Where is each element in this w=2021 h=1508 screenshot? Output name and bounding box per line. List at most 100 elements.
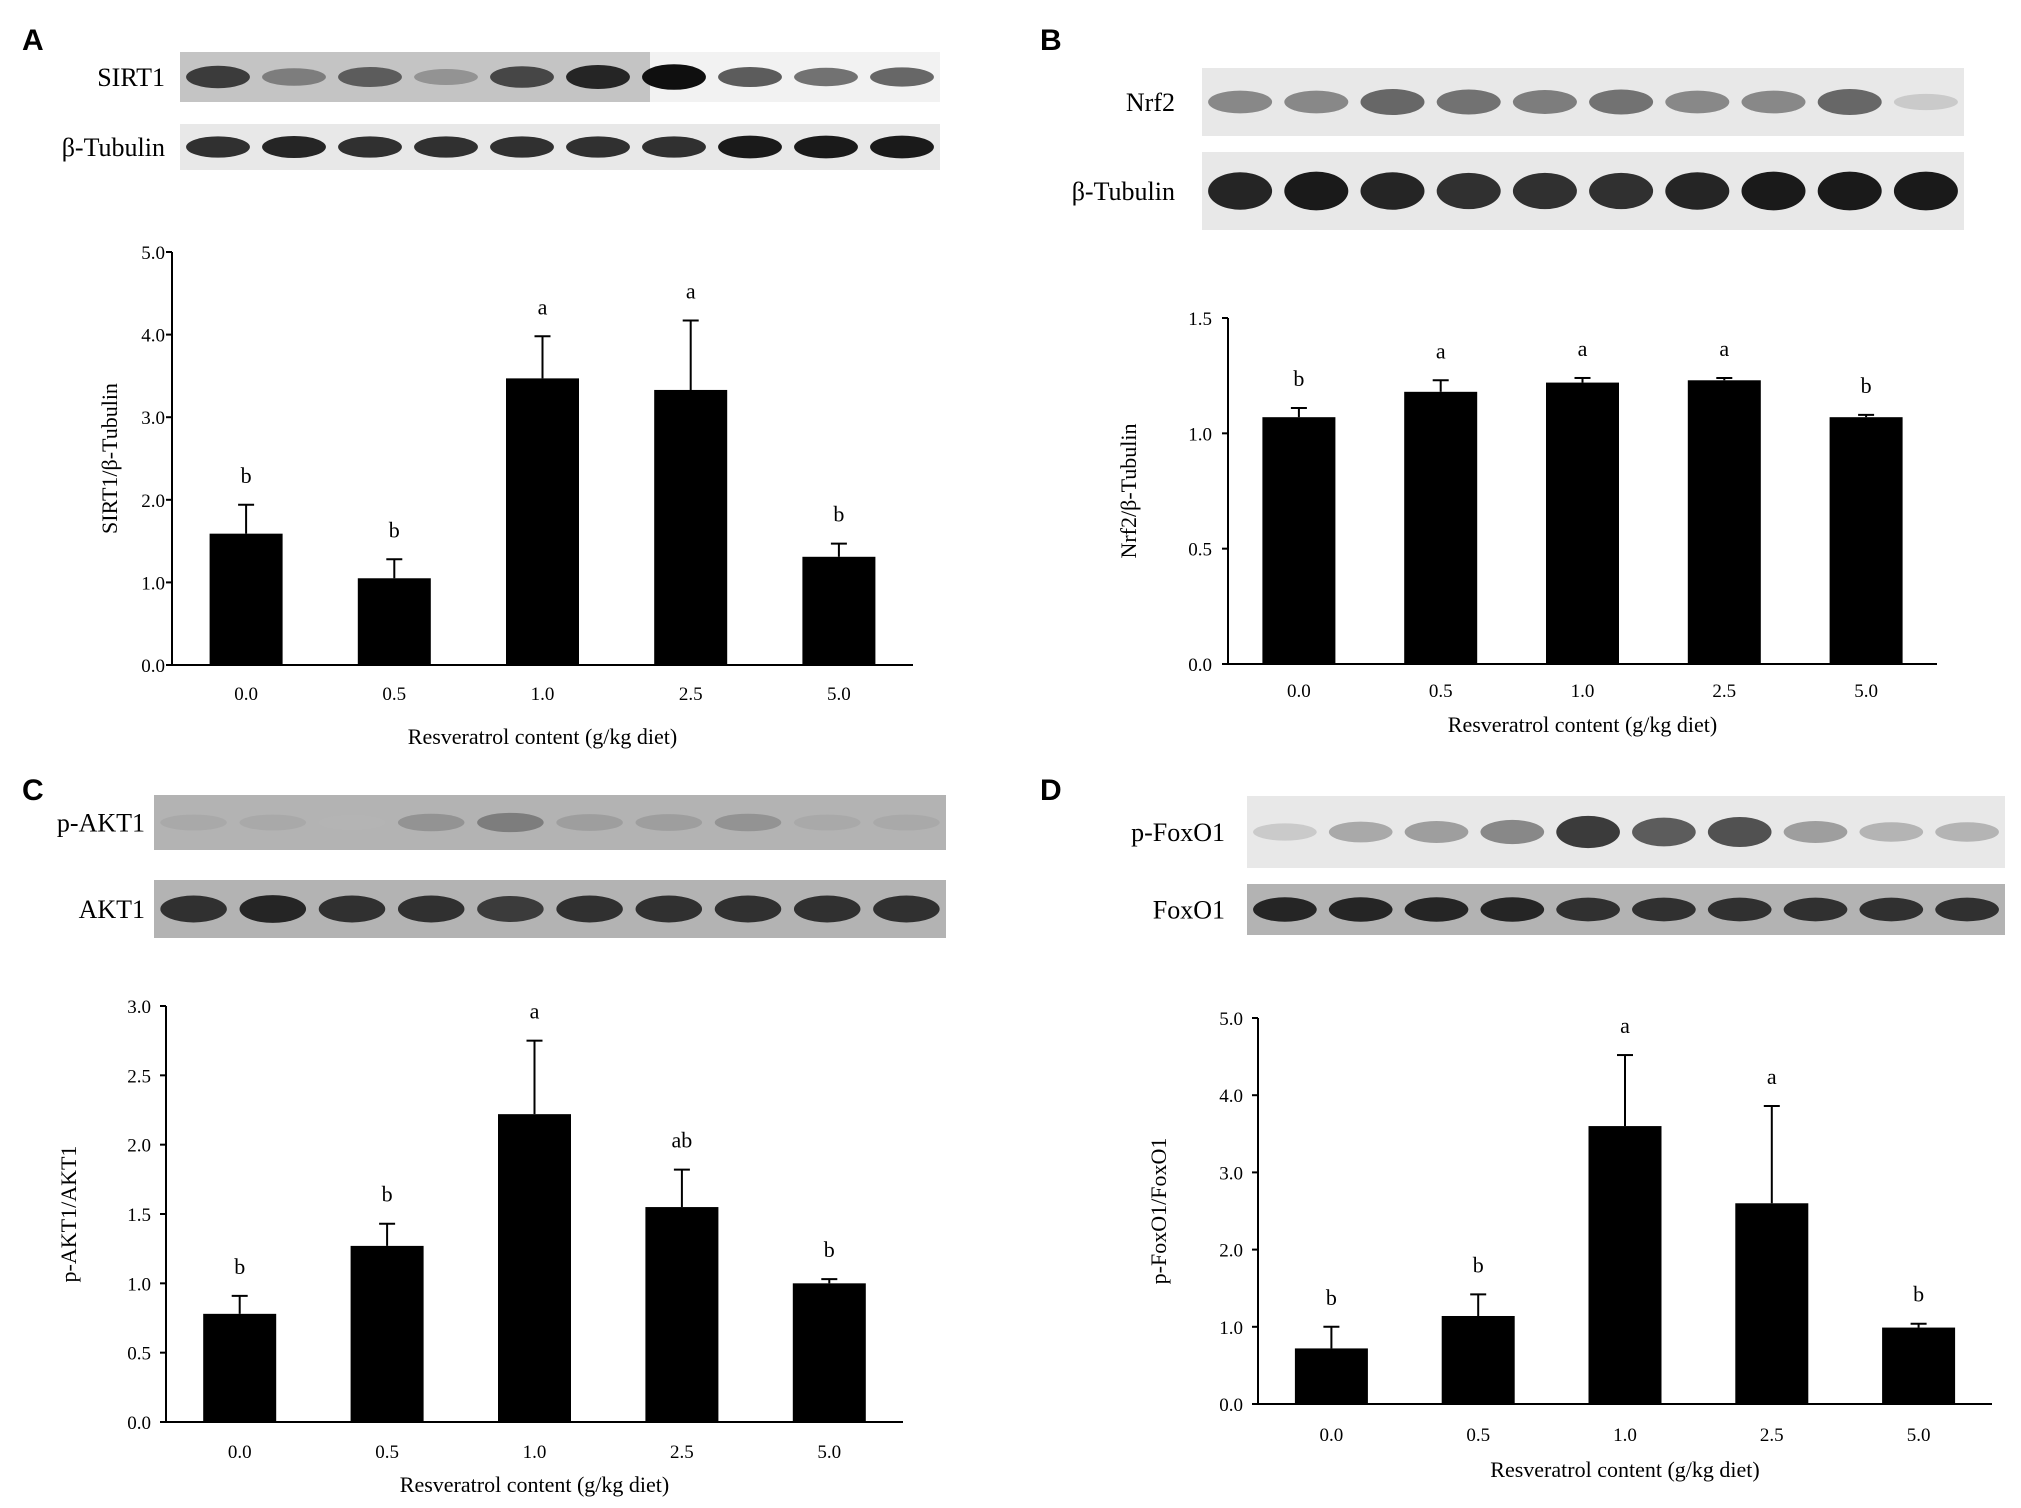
y-tick-label: 1.0	[141, 573, 165, 594]
y-axis-label: SIRT1/β-Tubulin	[97, 383, 122, 534]
blot-band	[397, 895, 465, 923]
x-tick-label: 2.5	[679, 684, 703, 705]
blot-band	[262, 135, 326, 159]
blot-band	[1817, 88, 1882, 116]
bar	[506, 378, 579, 665]
blot-band	[556, 895, 623, 923]
y-tick-label: 5.0	[1219, 1009, 1243, 1030]
x-tick-label: 5.0	[1907, 1425, 1931, 1446]
y-tick-label: 3.0	[127, 997, 151, 1018]
y-tick-label: 0.0	[141, 656, 165, 677]
blot-band	[1284, 90, 1349, 114]
bar	[1404, 391, 1478, 664]
bar-chart: 0.0 1.0 2.0 3.0 4.0 5.0 b 0.0 b 0.5 a 1.0 a 2.5 b 5.0 Re…	[97, 243, 913, 749]
blot-band	[714, 895, 782, 923]
y-tick-label: 2.0	[141, 491, 165, 512]
significance-letter: a	[538, 294, 548, 319]
blot-label-loading: β-Tubulin	[1072, 177, 1175, 206]
blot-band	[262, 68, 326, 86]
blot-band	[414, 69, 478, 85]
blot-band	[1208, 172, 1273, 210]
panel-letter: A	[22, 24, 44, 57]
blot-band	[1632, 817, 1696, 847]
blot-band	[490, 136, 554, 158]
y-tick-label: 0.0	[1188, 655, 1212, 676]
blot-band	[1328, 897, 1393, 922]
blot-band	[635, 895, 703, 923]
blot-band	[1783, 821, 1848, 843]
blot-band	[1817, 171, 1882, 211]
blot-band	[635, 814, 703, 831]
blot-band	[793, 814, 861, 831]
blot-band	[1512, 90, 1577, 114]
x-tick-label: 2.5	[670, 1442, 694, 1463]
y-tick-label: 1.0	[127, 1274, 151, 1295]
blot-band	[1893, 171, 1958, 211]
y-axis-label: p-AKT1/AKT1	[56, 1146, 81, 1283]
blot-band	[1893, 93, 1958, 111]
blot-band	[1556, 815, 1620, 849]
blot-band	[873, 814, 940, 831]
x-tick-label: 0.0	[1320, 1425, 1344, 1446]
y-tick-label: 4.0	[141, 326, 165, 347]
x-axis-label: Resveratrol content (g/kg diet)	[408, 724, 677, 749]
blot-band	[186, 136, 250, 158]
x-tick-label: 0.5	[382, 684, 406, 705]
x-tick-label: 0.0	[234, 684, 258, 705]
bar	[1262, 417, 1336, 664]
panel-letter: D	[1040, 774, 1062, 807]
x-axis-label: Resveratrol content (g/kg diet)	[1490, 1457, 1759, 1482]
bar	[645, 1207, 719, 1422]
x-tick-label: 2.5	[1712, 681, 1736, 702]
y-tick-label: 0.5	[1188, 540, 1212, 561]
blot-band	[870, 67, 934, 87]
blot-band	[1436, 172, 1501, 210]
x-tick-label: 1.0	[1571, 681, 1595, 702]
bar	[1441, 1315, 1515, 1404]
blot-band	[718, 135, 782, 159]
blot-band	[794, 67, 858, 87]
blot-band	[566, 65, 630, 89]
blot-label-target: p-FoxO1	[1131, 818, 1225, 847]
bar	[357, 578, 431, 665]
y-tick-label: 5.0	[141, 243, 165, 264]
significance-letter: b	[1473, 1252, 1484, 1277]
blot-band	[793, 895, 861, 923]
y-tick-label: 0.0	[1219, 1395, 1243, 1416]
panel-a: ASIRT1β-Tubulin0.01.02.03.04.05.0b0.0b0.…	[22, 24, 940, 749]
blot-band	[338, 136, 402, 158]
blot-band	[714, 813, 782, 832]
blot-band	[477, 896, 544, 922]
x-tick-label: 5.0	[1854, 681, 1878, 702]
blot-label-loading: FoxO1	[1153, 896, 1225, 925]
significance-letter: ab	[672, 1128, 693, 1153]
blot-band	[1632, 897, 1696, 922]
blot-band	[338, 67, 402, 87]
significance-letter: a	[1436, 338, 1446, 363]
blot-band	[1589, 89, 1654, 115]
bar	[203, 1313, 277, 1422]
blot-band	[397, 813, 465, 832]
blot-band	[1404, 897, 1469, 922]
blot-label-target: p-AKT1	[57, 809, 145, 838]
blot-band	[1665, 172, 1730, 210]
blot-band	[642, 136, 706, 158]
blot-band	[318, 895, 386, 923]
blot-label-loading: β-Tubulin	[62, 133, 165, 162]
x-tick-label: 0.0	[228, 1442, 252, 1463]
panel-b: B Nrf2 β-Tubulin 0.0 0.5 1.0 1.5 b 0.0 a 0.5 a 1.0 a 2…	[1040, 24, 1964, 737]
x-tick-label: 0.5	[375, 1442, 399, 1463]
blot-band	[1512, 172, 1577, 210]
significance-letter: b	[234, 1254, 245, 1279]
blot-band	[490, 66, 554, 88]
blot-band	[1208, 90, 1273, 114]
blot-band	[1707, 897, 1772, 922]
blot-band	[239, 895, 307, 923]
blot-band	[1741, 90, 1806, 114]
x-tick-label: 0.0	[1287, 681, 1311, 702]
bar-chart: 0.0 0.5 1.0 1.5 2.0 2.5 3.0 b 0.0 b 0.5 a 1.0 ab 2.5 b 5…	[56, 997, 903, 1497]
blot-band	[1859, 822, 1924, 842]
blot-band	[556, 814, 623, 831]
y-axis-label: Nrf2/β-Tubulin	[1116, 423, 1141, 558]
significance-letter: a	[1719, 336, 1729, 361]
